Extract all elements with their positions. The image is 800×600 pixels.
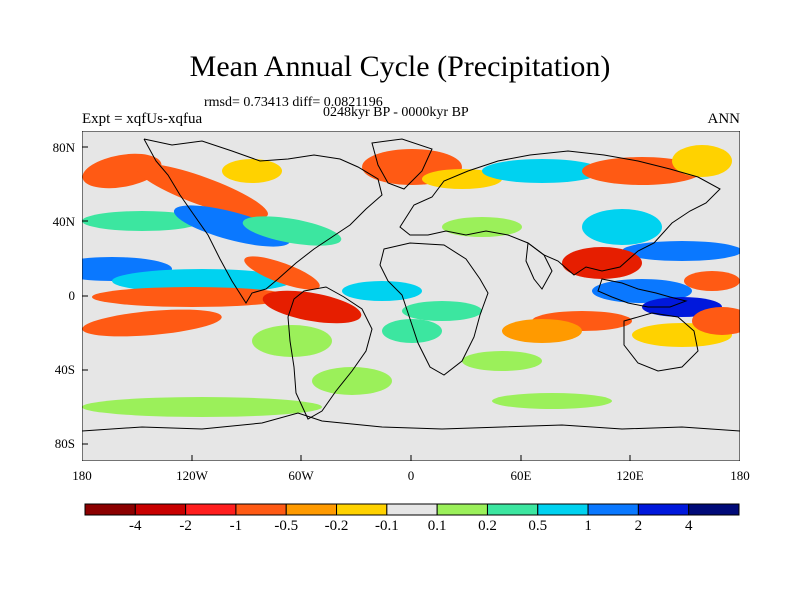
colorbar-box xyxy=(386,503,438,516)
colorbar-box xyxy=(688,503,740,516)
lon-tick-0: 0 xyxy=(407,468,415,483)
colorbar-box xyxy=(637,503,690,516)
anomaly-region xyxy=(342,281,422,301)
colorbar-box xyxy=(486,503,539,516)
anomaly-region xyxy=(82,309,222,337)
colorbar-level-label: -0.2 xyxy=(324,518,349,534)
colorbar-level-label: 2 xyxy=(634,518,643,534)
anomaly-region xyxy=(92,287,292,307)
colorbar-level-label: -1 xyxy=(229,518,243,534)
lon-tick-180w: 180 xyxy=(72,468,92,483)
lat-tick-80s: 80S xyxy=(54,436,75,451)
coast-australia xyxy=(623,312,699,372)
colorbar-box xyxy=(436,503,488,516)
anomaly-region xyxy=(582,209,662,245)
anomaly-region xyxy=(582,157,702,185)
colorbar-box xyxy=(285,503,338,516)
lat-tick-80n: 80N xyxy=(52,140,75,155)
colorbar-level-label: 1 xyxy=(584,518,592,534)
anomaly-region xyxy=(492,393,612,409)
season-label: ANN xyxy=(707,111,741,127)
stats-line: rmsd= 0.73413 diff= 0.0821196 xyxy=(204,95,383,110)
colorbar-level-label: -0.1 xyxy=(374,518,399,534)
colorbar-level-label: 4 xyxy=(684,518,693,534)
lon-tick-180e: 180 xyxy=(730,468,750,483)
precipitation-map xyxy=(82,131,740,461)
anomaly-region xyxy=(592,279,692,303)
anomaly-region xyxy=(252,325,332,357)
coast-africa xyxy=(379,242,489,376)
lat-tick-40n: 40N xyxy=(52,214,75,229)
anomaly-region xyxy=(502,319,582,343)
anomaly-region xyxy=(402,301,482,321)
anomaly-region xyxy=(462,351,542,371)
coastlines xyxy=(82,138,740,432)
anomaly-region xyxy=(262,290,362,324)
colorbar-level-label: 0.2 xyxy=(478,518,497,534)
anomaly-region xyxy=(82,397,322,417)
lat-tick-40s: 40S xyxy=(54,362,75,377)
anomaly-region xyxy=(222,159,282,183)
coast-southeast-asia xyxy=(597,278,688,308)
colorbar-level-label: -0.5 xyxy=(274,518,299,534)
colorbar-box xyxy=(336,503,388,516)
colorbar-level-label: 0.1 xyxy=(427,518,447,534)
colorbar-box xyxy=(134,503,187,516)
lat-tick-0: 0 xyxy=(68,288,76,303)
anomaly-region xyxy=(442,217,522,237)
anomaly-region xyxy=(82,211,202,231)
anomaly-region xyxy=(562,247,642,279)
anomaly-region xyxy=(242,216,342,246)
anomaly-region xyxy=(312,367,392,395)
axis-ticks xyxy=(82,146,631,461)
coast-north-america xyxy=(143,138,383,304)
colorbar xyxy=(84,503,740,516)
anomaly-fields xyxy=(82,145,740,417)
lon-tick-60e: 60E xyxy=(510,468,532,483)
anomaly-region xyxy=(482,159,602,183)
anomaly-region xyxy=(244,256,320,290)
anomaly-region xyxy=(112,269,292,293)
colorbar-box xyxy=(587,503,639,516)
anomaly-region xyxy=(382,319,442,343)
colorbar-box xyxy=(235,503,287,516)
lon-tick-120e: 120E xyxy=(616,468,644,483)
lon-tick-120w: 120W xyxy=(176,468,208,483)
anomaly-region xyxy=(692,307,740,335)
colorbar-box xyxy=(84,503,136,516)
anomaly-region xyxy=(82,153,162,189)
colorbar-level-label: 0.5 xyxy=(528,518,548,534)
coast-india xyxy=(525,242,553,290)
colorbar-box xyxy=(537,503,589,516)
anomaly-region xyxy=(684,271,740,291)
anomaly-region xyxy=(672,145,732,177)
experiment-label: Expt = xqfUs-xqfua xyxy=(82,111,203,127)
period-line: 0248kyr BP - 0000kyr BP xyxy=(323,105,469,120)
colorbar-level-label: -2 xyxy=(179,518,192,534)
coast-antarctica xyxy=(82,412,740,432)
anomaly-region xyxy=(622,241,740,261)
coast-greenland xyxy=(371,138,433,190)
colorbar-box xyxy=(185,503,237,516)
coast-eurasia xyxy=(399,150,721,276)
anomaly-region xyxy=(173,205,291,247)
coast-south-america xyxy=(287,286,373,420)
chart-title: Mean Annual Cycle (Precipitation) xyxy=(189,50,611,83)
lon-tick-60w: 60W xyxy=(288,468,314,483)
colorbar-level-label: -4 xyxy=(129,518,142,534)
